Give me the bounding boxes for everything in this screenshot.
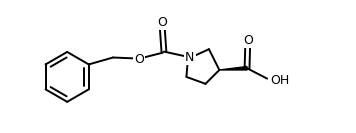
Text: N: N bbox=[185, 51, 195, 64]
Text: O: O bbox=[134, 53, 144, 66]
Polygon shape bbox=[219, 66, 247, 70]
Text: OH: OH bbox=[270, 74, 289, 87]
Text: O: O bbox=[243, 34, 253, 47]
Text: O: O bbox=[157, 16, 167, 29]
